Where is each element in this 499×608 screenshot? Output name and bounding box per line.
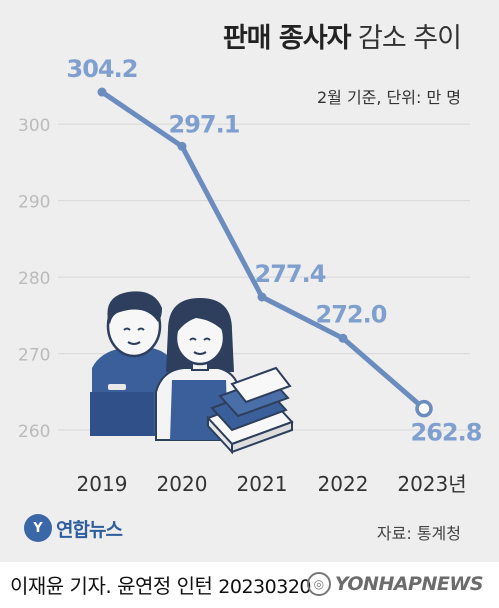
- line-chart: 260 270 280 290 300: [18, 55, 483, 496]
- y-tick-labels: 260 270 280 290 300: [18, 116, 50, 442]
- workers-illustration: [90, 291, 294, 455]
- data-point: [257, 292, 267, 302]
- x-tick-label: 2019: [77, 472, 128, 496]
- data-label: 262.8: [411, 419, 482, 447]
- data-point: [177, 141, 187, 151]
- y-tick-label: 290: [18, 193, 50, 213]
- x-tick-label: 2023년: [397, 472, 466, 496]
- data-point: [338, 333, 348, 343]
- y-tick-label: 280: [18, 269, 50, 289]
- credit-bar: [0, 562, 499, 608]
- y-tick-label: 260: [18, 422, 50, 442]
- x-tick-label: 2021: [237, 472, 288, 496]
- x-tick-labels: 2019 2020 2021 2022 2023년: [77, 472, 467, 496]
- man-figure: [90, 291, 176, 436]
- brand-logo: Y 연합뉴스: [24, 514, 123, 542]
- credit-date: 20230320: [218, 576, 312, 598]
- credit-line: 이재윤 기자. 윤연정 인턴 20230320: [10, 570, 312, 599]
- data-point: [97, 87, 107, 97]
- brand-name: 연합뉴스: [56, 518, 123, 541]
- title-light: 감소 추이: [358, 23, 462, 54]
- data-points: [97, 87, 433, 418]
- y-tick-label: 270: [18, 346, 50, 366]
- title-bold: 판매 종사자: [222, 23, 352, 54]
- data-label: 304.2: [67, 55, 138, 83]
- chart-subtitle: 2월 기준, 단위: 만 명: [316, 88, 461, 107]
- watermark-text: YONHAPNEWS: [334, 573, 484, 595]
- y-tick-label: 300: [18, 116, 50, 136]
- money-bundles: [206, 366, 294, 455]
- credit-authors: 이재윤 기자. 윤연정 인턴: [10, 574, 213, 598]
- x-tick-label: 2022: [318, 472, 369, 496]
- data-label: 272.0: [316, 300, 387, 328]
- chart-title: 판매 종사자 감소 추이: [222, 16, 462, 55]
- brand-mark-icon: Y: [24, 514, 52, 542]
- data-labels: 304.2 297.1 277.4 272.0 262.8: [67, 55, 483, 447]
- watermark: ◎ YONHAPNEWS: [306, 572, 484, 596]
- data-label: 297.1: [169, 110, 240, 138]
- data-point-last: [415, 399, 433, 418]
- x-tick-label: 2020: [157, 472, 208, 496]
- source-note: 자료: 통계청: [376, 524, 461, 543]
- data-label: 277.4: [255, 260, 326, 288]
- watermark-icon: ◎: [306, 572, 331, 596]
